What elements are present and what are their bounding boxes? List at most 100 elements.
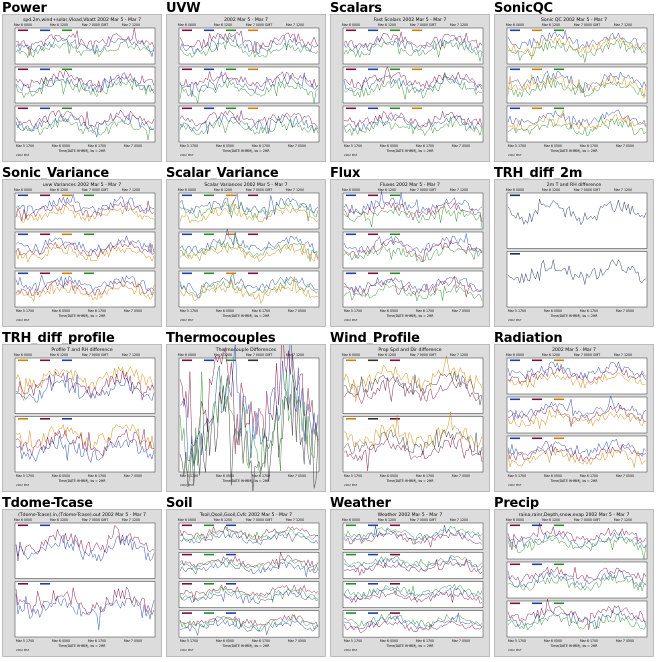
panel-title-link[interactable]: TRH_diff_2m <box>494 166 583 181</box>
legend-swatch <box>346 553 356 556</box>
bottom-tick-label: Mar 6 1700 <box>416 309 434 313</box>
panel-title-link[interactable]: Sonic_Variance <box>2 166 109 181</box>
panel-title-link[interactable]: Precip <box>494 496 540 511</box>
plot-thumbnail[interactable]: uvw Variances 2002 Mar 5 - Mar 7 Mar 6 00… <box>2 179 162 327</box>
legend-swatch <box>204 524 214 527</box>
subplot-frame <box>506 396 648 434</box>
plot-thumbnail[interactable]: Fast Scalars 2002 Mar 5 - Mar 7 Mar 6 000… <box>330 14 490 162</box>
panel-title-link[interactable]: Scalars <box>330 1 382 16</box>
plot-thumbnail[interactable]: raina,rainr,Depth,snow,evap 2002 Mar 5 -… <box>494 509 654 657</box>
panel-wind-profile: Wind_Profile Prop Spd and Dir difference M… <box>328 330 492 495</box>
bottom-tick-label: Mar 7 0500 <box>124 309 142 313</box>
panel-title-link[interactable]: Power <box>2 1 47 16</box>
series-line <box>179 201 319 222</box>
plot-thumbnail[interactable]: 2002 Mar 5 - Mar 7 Mar 6 0000 Mar 6 1200 Ma… <box>166 14 326 162</box>
plot-image: Fast Scalars 2002 Mar 5 - Mar 7 Mar 6 000… <box>342 17 484 157</box>
bottom-tick-label: Mar 5 1700 <box>344 144 362 148</box>
series-line <box>15 40 155 59</box>
plot-thumbnail[interactable]: Tsoil,Qsoil,Gsoil,Cvfc 2002 Mar 5 - Mar … <box>166 509 326 657</box>
time-axis-label: Time(DATE HHMM), bs = 2HR <box>550 314 599 318</box>
year-label: 2002 MST <box>180 483 194 487</box>
plot-thumbnail[interactable]: Scalar Variances 2002 Mar 5 - Mar 7 Mar 6… <box>166 179 326 327</box>
bottom-tick-label: Mar 5 1700 <box>180 639 198 643</box>
legend-swatch <box>226 29 236 32</box>
series-line <box>343 619 483 633</box>
series-line <box>179 200 319 224</box>
panel-title-link[interactable]: Soil <box>166 496 193 511</box>
series-line <box>343 74 483 93</box>
panel-title-link[interactable]: SonicQC <box>494 1 553 16</box>
panel-weather: Weather Weather 2002 Mar 5 - Mar 7 Mar 6 0… <box>328 495 492 660</box>
top-tick-label: Mar 7 1200 <box>286 518 304 522</box>
legend-swatch <box>62 107 72 110</box>
year-label: 2002 MST <box>508 153 522 157</box>
top-tick-label: Mar 6 0000 <box>178 23 196 27</box>
plot-thumbnail[interactable]: Sonic QC 2002 Mar 5 - Mar 7 Mar 6 0000 Mar… <box>494 14 654 162</box>
panel-trh-diff-2m: TRH_diff_2m 2m T and RH difference Mar 6 0… <box>492 165 656 330</box>
top-tick-label: Mar 6 0000 <box>178 188 196 192</box>
plot-title: Profile T and RH difference <box>51 347 112 353</box>
plot-thumbnail[interactable]: spd.2m,wind+solar,Vload,Vbatt 2002 Mar 5… <box>2 14 162 162</box>
legend-swatch <box>554 107 564 110</box>
panel-title-link[interactable]: TRH_diff_profile <box>2 331 115 346</box>
top-tick-label: Mar 6 1200 <box>542 518 560 522</box>
plot-thumbnail[interactable]: Prop Spd and Dir difference Mar 6 0000 Mar… <box>330 344 490 492</box>
legend-swatch <box>182 194 192 197</box>
plot-title: spd.2m,wind+solar,Vload,Vbatt 2002 Mar 5… <box>23 17 141 23</box>
series-line <box>15 274 155 292</box>
bottom-tick-label: Mar 6 1700 <box>88 144 106 148</box>
top-tick-label: Mar 7 1200 <box>450 518 468 522</box>
panel-title-link[interactable]: UVW <box>166 1 201 16</box>
legend-swatch <box>204 553 214 556</box>
plot-title: 2002 Mar 5 - Mar 7 <box>224 17 268 23</box>
time-axis-label: Time(DATE HHMM), bs = 2HR <box>550 479 599 483</box>
bottom-tick-label: Mar 6 1700 <box>580 474 598 478</box>
series-line <box>15 366 155 402</box>
legend-swatch <box>390 233 400 236</box>
plot-image: 2002 Mar 5 - Mar 7 Mar 6 0000 Mar 6 1200 Ma… <box>178 17 320 157</box>
plot-thumbnail[interactable]: Profile T and RH difference Mar 6 0000 Mar… <box>2 344 162 492</box>
plot-thumbnail[interactable]: Weather 2002 Mar 5 - Mar 7 Mar 6 0000 Mar … <box>330 509 490 657</box>
plot-thumbnail[interactable]: Fluxes 2002 Mar 5 - Mar 7 Mar 6 0000 Mar 6… <box>330 179 490 327</box>
bottom-tick-label: Mar 5 1700 <box>344 309 362 313</box>
panel-title-link[interactable]: Weather <box>330 496 391 511</box>
series-line <box>507 599 647 630</box>
legend-swatch <box>182 233 192 236</box>
year-label: 2002 MST <box>16 153 30 157</box>
legend-swatch <box>84 233 94 236</box>
plot-image: (Tdome-Tcase).in,(Tdome-Tcase).out 2002 … <box>14 512 156 652</box>
panel-title-link[interactable]: Flux <box>330 166 361 181</box>
bottom-tick-label: Mar 5 1700 <box>16 639 34 643</box>
plot-thumbnail[interactable]: 2m T and RH difference Mar 6 0000 Mar 6 12… <box>494 179 654 327</box>
panel-power: Power spd.2m,wind+solar,Vload,Vbatt 2002 … <box>0 0 164 165</box>
legend-swatch <box>226 612 236 614</box>
series-line <box>179 561 319 577</box>
series-line <box>507 75 647 98</box>
legend-swatch <box>510 437 520 440</box>
time-axis-label: Time(DATE HHMM), bs = 2HR <box>58 644 107 648</box>
series-line <box>15 280 155 297</box>
plot-thumbnail[interactable]: Thermocouple Differences Mar 6 0000 Mar 6 … <box>166 344 326 492</box>
plot-image: Profile T and RH difference Mar 6 0000 Mar… <box>14 347 156 487</box>
top-tick-label: Mar 7 0000 GMT <box>574 518 600 522</box>
top-tick-label: Mar 7 0000 GMT <box>574 353 600 357</box>
top-tick-label: Mar 7 1200 <box>614 188 632 192</box>
legend-swatch <box>182 29 192 32</box>
panel-title-link[interactable]: Wind_Profile <box>330 331 420 346</box>
panel-title-link[interactable]: Radiation <box>494 331 563 346</box>
series-line <box>343 283 483 302</box>
panel-title-link[interactable]: Scalar_Variance <box>166 166 279 181</box>
plot-thumbnail[interactable]: (Tdome-Tcase).in,(Tdome-Tcase).out 2002 … <box>2 509 162 657</box>
series-line <box>507 535 647 560</box>
legend-swatch <box>40 68 50 71</box>
series-line <box>343 245 483 262</box>
panel-title-link[interactable]: Thermocouples <box>166 331 276 346</box>
legend-swatch <box>554 398 564 401</box>
legend-swatch <box>390 194 400 197</box>
plot-thumbnail[interactable]: 2002 Mar 5 - Mar 7 Mar 6 0000 Mar 6 1200 Ma… <box>494 344 654 492</box>
legend-swatch <box>62 359 72 362</box>
subplot-frame <box>506 561 648 599</box>
panel-title-link[interactable]: Tdome-Tcase <box>2 496 93 511</box>
bottom-tick-label: Mar 6 0500 <box>216 474 234 478</box>
legend-swatch <box>248 233 258 236</box>
